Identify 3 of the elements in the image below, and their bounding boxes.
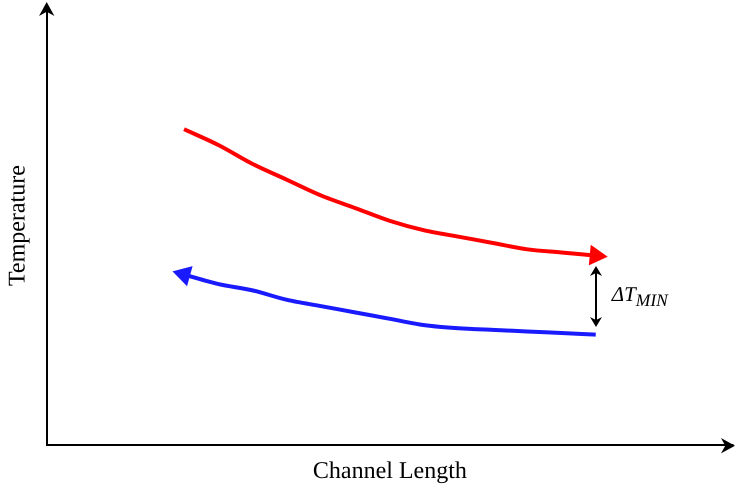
annotation: ΔT$_{MIN}$ — [612, 282, 668, 312]
x-axis-title: Channel Length — [312, 458, 467, 484]
y-axis-title: Temperature — [4, 165, 31, 286]
